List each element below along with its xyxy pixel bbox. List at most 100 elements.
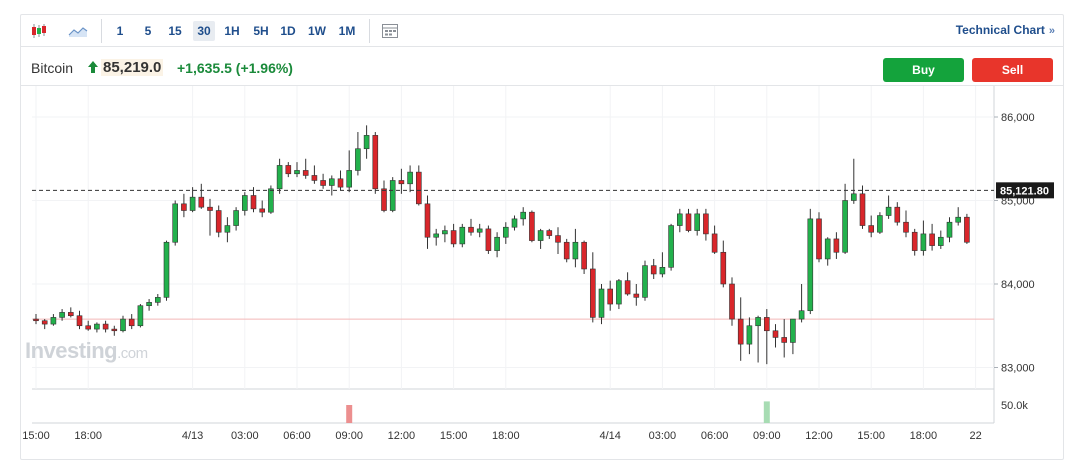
candle[interactable]: [650, 265, 657, 275]
candle[interactable]: [546, 230, 553, 236]
candle[interactable]: [894, 206, 901, 223]
candle[interactable]: [215, 210, 222, 233]
interval-button-1[interactable]: 1: [116, 24, 124, 38]
buy-button[interactable]: Buy: [883, 58, 964, 82]
technical-chart-link[interactable]: Technical Chart»: [956, 23, 1055, 37]
candle[interactable]: [850, 193, 857, 201]
interval-button-5h[interactable]: 5H: [253, 24, 269, 38]
candle[interactable]: [729, 283, 735, 320]
candle[interactable]: [398, 180, 405, 185]
candle[interactable]: [163, 241, 170, 298]
candle[interactable]: [746, 325, 753, 345]
candle[interactable]: [607, 288, 614, 305]
candle[interactable]: [311, 175, 318, 181]
candle[interactable]: [868, 225, 875, 233]
candle[interactable]: [224, 225, 231, 233]
candle[interactable]: [563, 241, 570, 260]
calendar-button[interactable]: [377, 21, 403, 41]
candle[interactable]: [372, 135, 379, 190]
candle[interactable]: [189, 196, 196, 211]
candle[interactable]: [624, 280, 631, 295]
candle[interactable]: [616, 280, 622, 305]
candle[interactable]: [294, 170, 300, 175]
candle[interactable]: [207, 206, 213, 211]
candle[interactable]: [807, 218, 814, 312]
candle[interactable]: [346, 170, 353, 188]
candle[interactable]: [885, 206, 892, 216]
interval-button-1m[interactable]: 1M: [338, 24, 356, 38]
candle[interactable]: [555, 235, 561, 243]
candle[interactable]: [668, 225, 674, 268]
candle[interactable]: [102, 323, 109, 330]
candle[interactable]: [485, 228, 492, 251]
candle[interactable]: [442, 230, 448, 235]
candle[interactable]: [537, 230, 544, 241]
candle[interactable]: [59, 312, 65, 318]
candle[interactable]: [659, 266, 666, 275]
candle[interactable]: [242, 195, 248, 211]
candle[interactable]: [363, 135, 370, 150]
candle[interactable]: [877, 215, 883, 233]
candle[interactable]: [581, 241, 587, 270]
candle[interactable]: [94, 323, 100, 330]
candle[interactable]: [285, 165, 292, 175]
candle[interactable]: [407, 171, 413, 185]
candle[interactable]: [685, 213, 692, 231]
candle[interactable]: [920, 233, 927, 251]
candle[interactable]: [694, 213, 701, 231]
interval-button-15[interactable]: 15: [168, 24, 182, 38]
candle[interactable]: [642, 265, 648, 298]
candle[interactable]: [502, 226, 509, 238]
candle[interactable]: [772, 330, 779, 338]
candle[interactable]: [781, 337, 788, 343]
candle[interactable]: [816, 218, 822, 260]
candle[interactable]: [633, 293, 640, 298]
candle[interactable]: [328, 178, 335, 186]
candle[interactable]: [337, 178, 344, 188]
candle[interactable]: [381, 188, 387, 211]
candle[interactable]: [172, 203, 178, 243]
candle[interactable]: [111, 328, 118, 332]
interval-button-1w[interactable]: 1W: [308, 24, 326, 38]
candle[interactable]: [137, 305, 144, 327]
candle[interactable]: [355, 148, 361, 171]
area-type-button[interactable]: [65, 21, 91, 41]
interval-button-1h[interactable]: 1H: [224, 24, 240, 38]
candle[interactable]: [268, 188, 274, 213]
candle[interactable]: [146, 302, 152, 307]
candle[interactable]: [598, 288, 605, 318]
candle[interactable]: [389, 180, 396, 211]
candle[interactable]: [450, 230, 457, 245]
interval-button-30[interactable]: 30: [193, 21, 215, 41]
candle[interactable]: [755, 317, 761, 327]
candle[interactable]: [529, 211, 535, 241]
candle[interactable]: [790, 318, 796, 343]
candle[interactable]: [276, 165, 283, 190]
candle[interactable]: [737, 318, 744, 345]
candle[interactable]: [511, 218, 518, 228]
candle[interactable]: [911, 231, 918, 251]
candle[interactable]: [302, 170, 309, 176]
candle[interactable]: [155, 297, 161, 303]
candle[interactable]: [955, 216, 962, 223]
candle[interactable]: [711, 233, 718, 253]
candle[interactable]: [842, 200, 848, 253]
candle[interactable]: [824, 238, 831, 260]
candle[interactable]: [703, 213, 709, 235]
candle[interactable]: [572, 241, 579, 260]
candle[interactable]: [476, 228, 483, 233]
candle[interactable]: [589, 268, 596, 318]
candle[interactable]: [964, 216, 970, 243]
candle[interactable]: [946, 221, 953, 238]
candle[interactable]: [33, 318, 39, 322]
candle[interactable]: [250, 195, 257, 210]
candle[interactable]: [259, 208, 266, 213]
candle[interactable]: [424, 203, 431, 238]
candle[interactable]: [415, 171, 422, 205]
candle[interactable]: [233, 210, 239, 226]
candle[interactable]: [85, 325, 91, 330]
candle[interactable]: [676, 213, 683, 226]
candle[interactable]: [468, 226, 474, 233]
candle[interactable]: [833, 238, 840, 253]
